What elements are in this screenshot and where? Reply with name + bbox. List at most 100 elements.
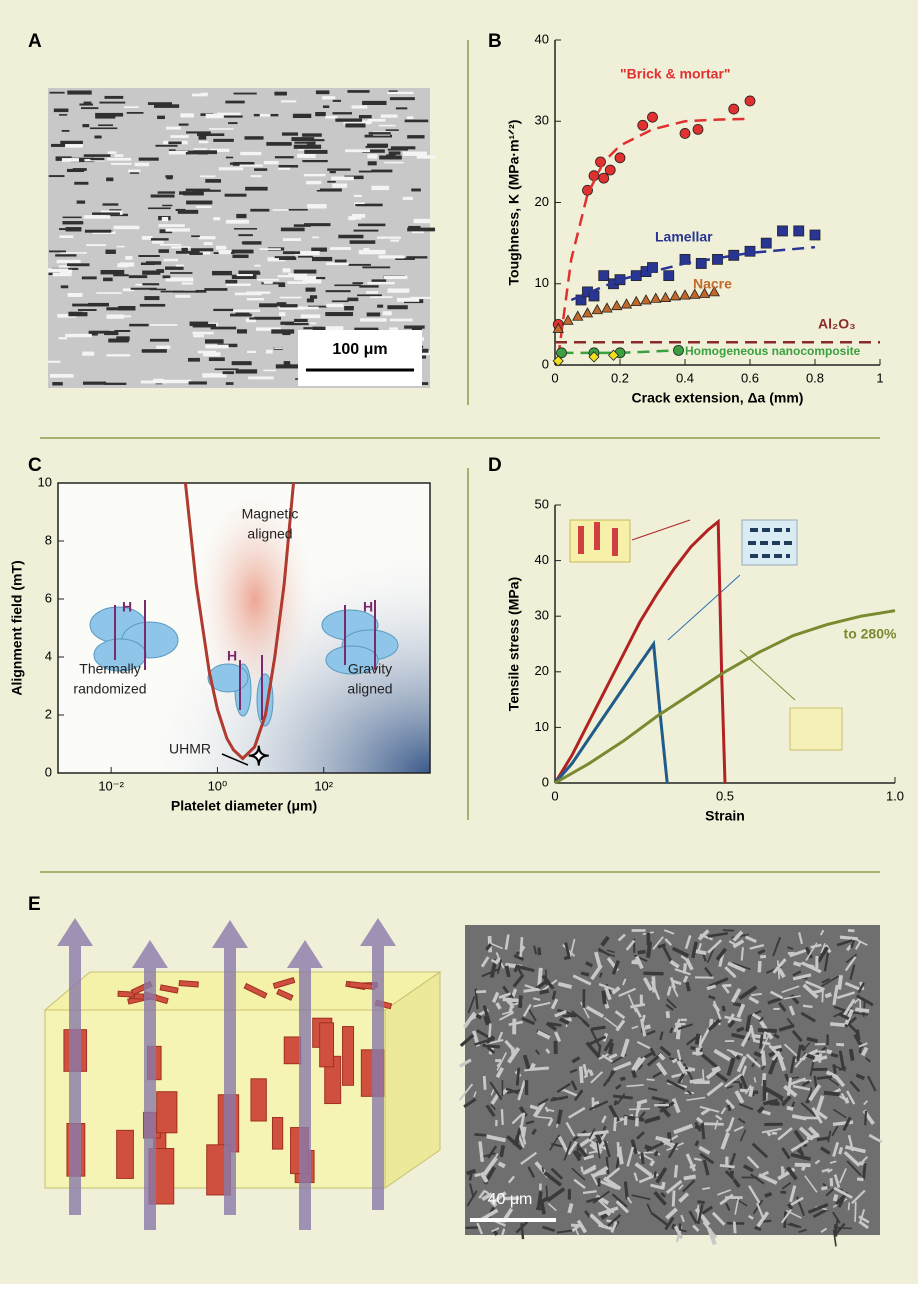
grain — [248, 377, 274, 380]
annotation: to 280% — [844, 626, 897, 642]
crystal — [523, 1127, 525, 1137]
grain — [114, 154, 123, 157]
y-tick-label: 10 — [38, 474, 52, 489]
grain — [169, 151, 188, 154]
crystal — [723, 930, 734, 931]
grain — [197, 133, 224, 136]
crystal — [702, 1188, 710, 1189]
scale-label: 40 μm — [488, 1191, 533, 1208]
crystal — [697, 1034, 698, 1045]
grain — [52, 382, 63, 385]
point — [615, 153, 625, 163]
crystal — [723, 1006, 724, 1011]
grain — [156, 269, 164, 273]
grain — [247, 351, 256, 353]
crystal — [864, 1163, 866, 1179]
grain — [54, 109, 69, 113]
point — [605, 165, 615, 175]
crystal — [673, 1190, 674, 1206]
crystal — [772, 1046, 781, 1048]
grain — [175, 295, 190, 298]
grain — [314, 139, 325, 141]
crystal — [647, 1079, 655, 1080]
grain — [148, 207, 171, 209]
grain — [199, 141, 208, 143]
grain — [68, 293, 83, 297]
crystal — [846, 1098, 847, 1104]
grain — [59, 114, 67, 116]
crystal — [663, 1182, 664, 1189]
crystal — [643, 973, 663, 974]
grain — [211, 327, 237, 330]
grain — [193, 190, 221, 192]
crystal — [529, 1068, 548, 1069]
grain — [105, 383, 127, 385]
crystal — [698, 1201, 705, 1202]
grain — [182, 282, 193, 284]
grain — [113, 226, 139, 230]
grain — [124, 106, 139, 108]
grain — [151, 238, 169, 240]
grain — [298, 149, 304, 151]
crystal — [750, 1087, 752, 1097]
grain — [163, 275, 171, 278]
grain — [67, 90, 91, 94]
grain — [303, 225, 310, 227]
grain — [186, 201, 212, 205]
crystal — [848, 930, 855, 931]
point — [745, 246, 755, 256]
crystal — [507, 966, 509, 977]
grain — [125, 256, 132, 260]
point — [674, 345, 684, 355]
grain — [201, 93, 208, 96]
grain — [317, 190, 342, 192]
grain — [350, 240, 376, 244]
crystal — [817, 1138, 829, 1140]
grain — [232, 250, 254, 254]
grain — [138, 255, 159, 257]
grain — [390, 97, 415, 100]
grain — [223, 371, 234, 374]
crystal — [645, 1146, 652, 1148]
grain — [405, 120, 429, 123]
grain — [287, 281, 306, 284]
grain — [369, 132, 391, 134]
crystal — [687, 982, 689, 991]
grain — [279, 257, 296, 260]
panel-label: C — [28, 455, 42, 476]
crystal — [704, 1124, 724, 1125]
grain — [159, 249, 169, 253]
annotation: UHMR — [169, 741, 211, 757]
grain — [251, 175, 262, 177]
grain — [142, 349, 167, 353]
crystal — [694, 1159, 701, 1160]
grain — [390, 319, 413, 322]
y-axis-label: Tensile stress (MPa) — [506, 577, 522, 711]
grain — [83, 382, 106, 385]
grain — [408, 226, 420, 230]
crystal — [733, 1004, 741, 1006]
box-side — [385, 972, 440, 1188]
y-tick-label: 40 — [535, 552, 549, 567]
grain — [49, 175, 65, 177]
x-tick-label: 0.2 — [611, 370, 629, 385]
x-tick-label: 0.5 — [716, 788, 734, 803]
grain — [345, 123, 365, 127]
crystal — [591, 1027, 605, 1029]
grain — [325, 116, 337, 119]
crystal — [855, 1009, 869, 1011]
crystal — [530, 1106, 537, 1108]
crystal — [542, 1167, 543, 1172]
crystal — [740, 1083, 741, 1088]
crystal — [615, 1117, 616, 1131]
point — [745, 96, 755, 106]
x-tick-label: 0 — [551, 370, 558, 385]
crystal — [667, 1011, 668, 1018]
grain — [203, 352, 220, 356]
grain — [131, 288, 157, 290]
grain — [285, 323, 308, 325]
grain — [91, 215, 99, 217]
crystal — [760, 1035, 762, 1049]
grain — [245, 187, 268, 191]
crystal — [625, 1182, 627, 1200]
